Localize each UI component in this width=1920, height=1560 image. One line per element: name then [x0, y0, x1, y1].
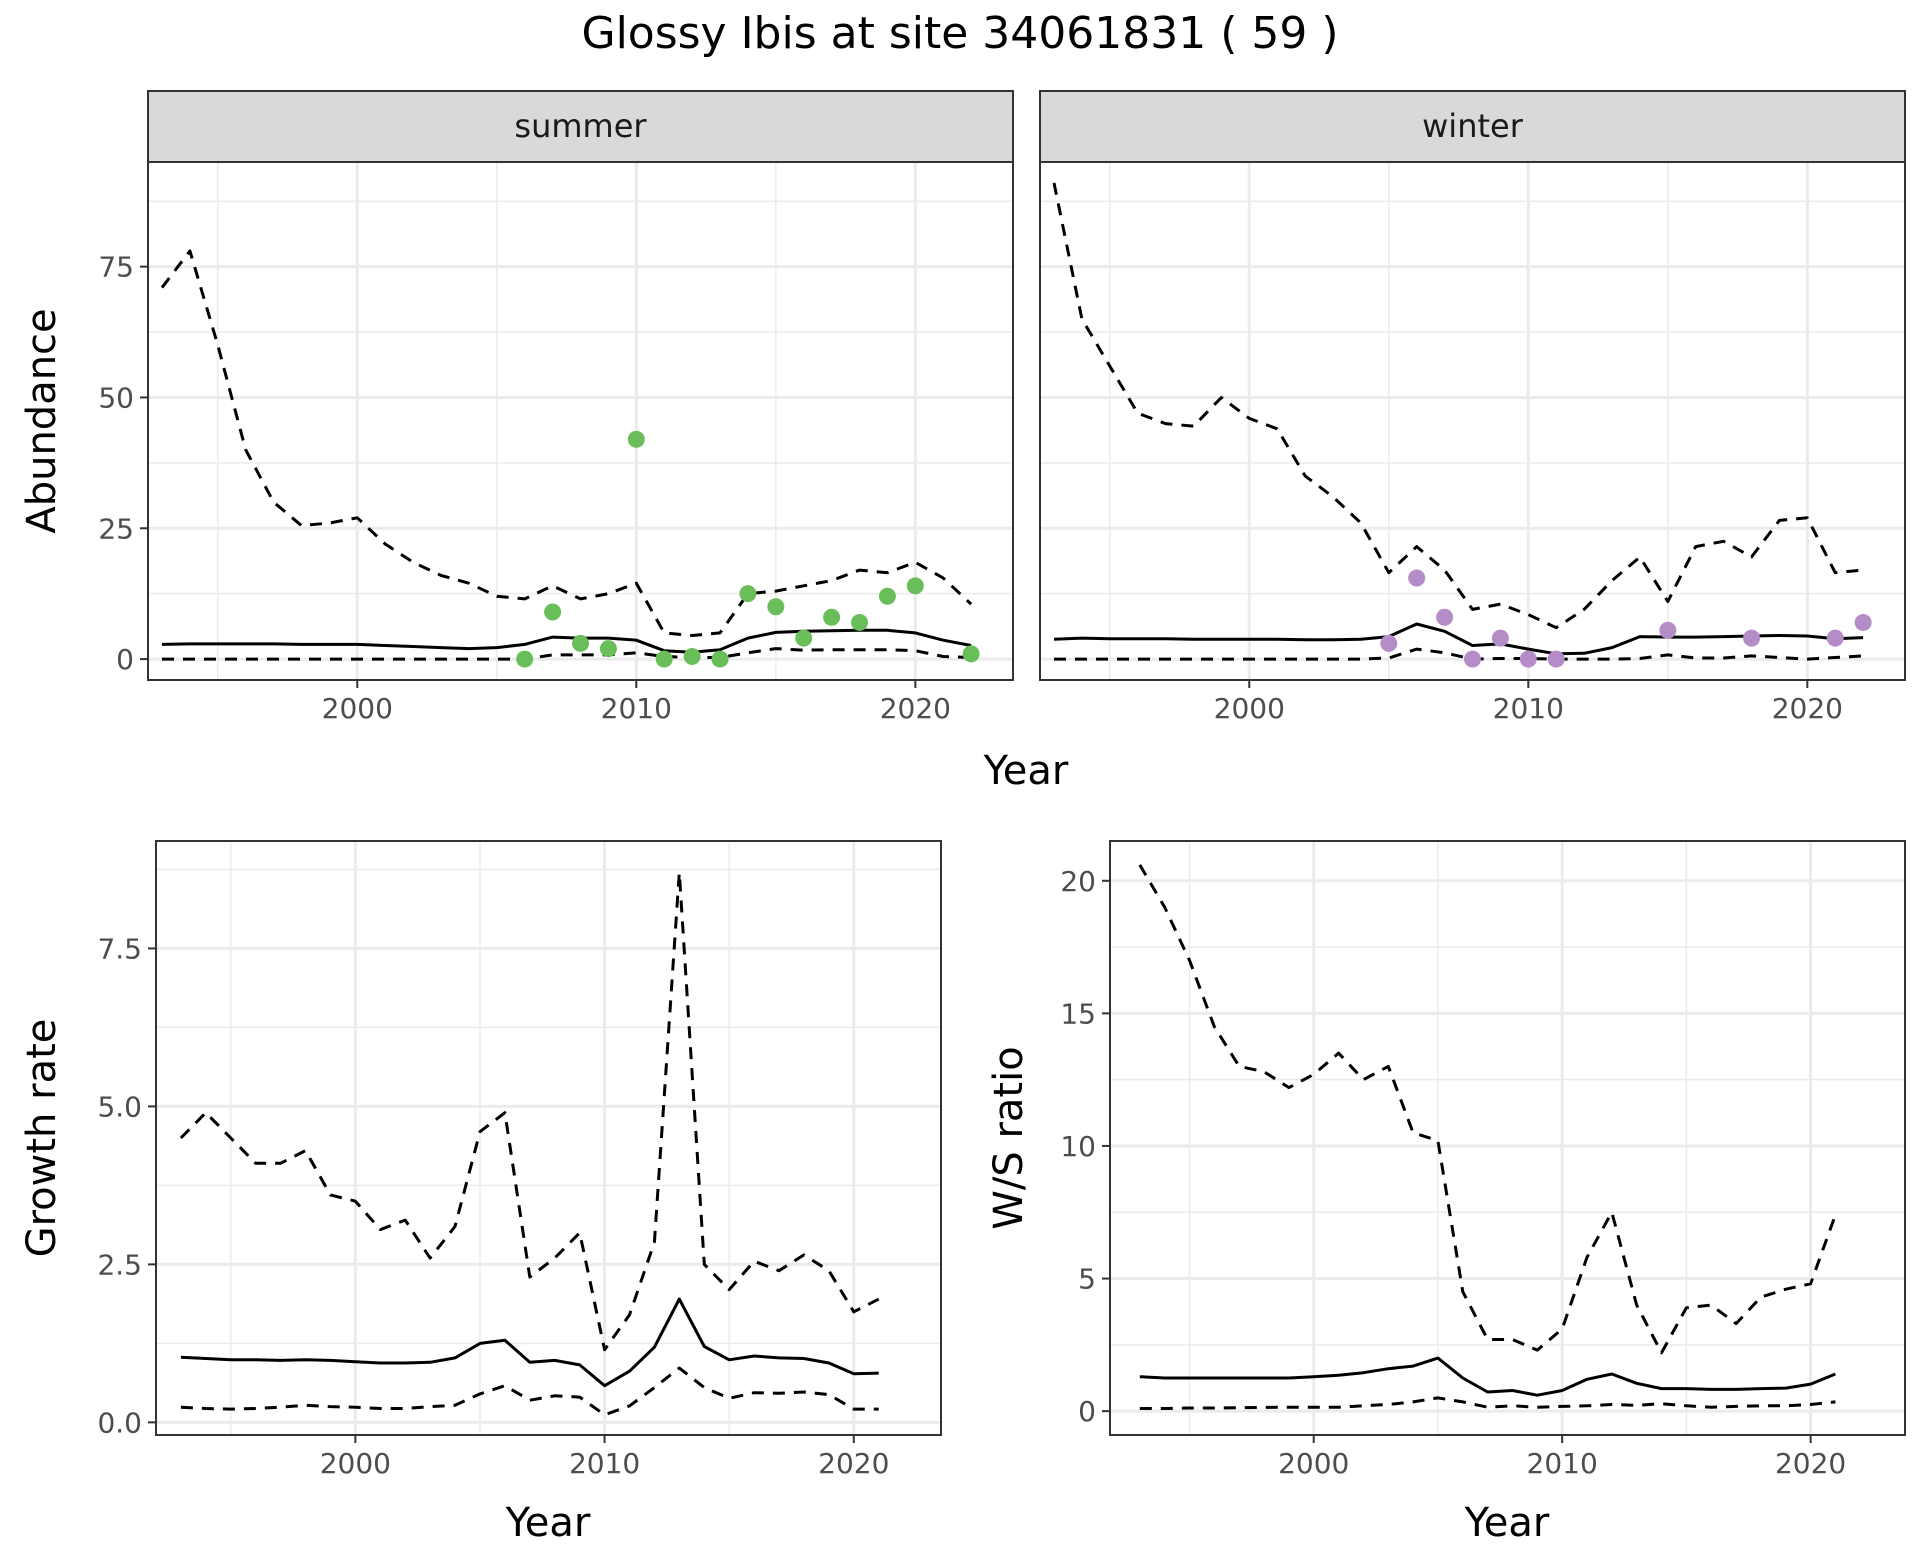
y-tick-label: 2.5: [97, 1248, 142, 1281]
observed-point: [1380, 634, 1398, 652]
x-tick-label: 2010: [569, 1447, 640, 1480]
winter-strip-label: winter: [1422, 107, 1524, 145]
ws-ratio-panel: 2000 2010 2020 0 5 10 15 20: [1060, 840, 1906, 1480]
observed-point: [516, 650, 534, 668]
panel-background: [1040, 162, 1905, 680]
x-tick-label: 2020: [1772, 692, 1843, 725]
growth-y-axis-title: Growth rate: [19, 1019, 65, 1258]
observed-point: [711, 650, 729, 668]
observed-point: [544, 603, 562, 621]
observed-point: [878, 587, 896, 605]
growth-rate-panel: 2000 2010 2020 0.0 2.5 5.0 7.5: [97, 840, 942, 1480]
y-tick-label: 0: [116, 643, 134, 676]
observed-point: [795, 629, 813, 647]
abundance-winter-panel: 2000 2010 2020: [1039, 161, 1906, 725]
y-tick-label: 7.5: [97, 932, 142, 965]
lower-bound-line: [180, 1366, 879, 1417]
observed-point: [962, 645, 980, 663]
observed-point: [1464, 650, 1481, 668]
y-tick-label: 20: [1060, 865, 1096, 898]
panel-border: [155, 840, 942, 1436]
upper-bound-line: [1052, 182, 1864, 630]
observed-point: [1519, 650, 1537, 668]
panel-background: [156, 841, 941, 1435]
x-tick-label: 2000: [320, 1447, 391, 1480]
upper-bound-line: [1138, 864, 1837, 1355]
mean-line: [1053, 622, 1864, 656]
y-tick-label: 25: [98, 512, 134, 545]
observed-point: [1854, 613, 1872, 631]
observed-point: [1547, 650, 1565, 668]
observed-point: [599, 640, 617, 658]
x-tick-label: 2010: [1527, 1447, 1598, 1480]
panel-background: [1110, 841, 1905, 1435]
observed-point: [1408, 569, 1426, 587]
y-tick-label: 5: [1078, 1263, 1096, 1296]
observed-point: [1436, 608, 1454, 626]
winter-strip: [1039, 90, 1906, 163]
figure-title: Glossy Ibis at site 34061831 ( 59 ): [581, 8, 1338, 59]
x-tick-label: 2000: [1278, 1447, 1349, 1480]
y-tick-label: 15: [1060, 997, 1096, 1030]
observed-point: [767, 598, 785, 616]
abundance-y-axis-title: Abundance: [19, 308, 65, 533]
x-tick-label: 2000: [322, 692, 393, 725]
upper-bound-line: [179, 871, 880, 1352]
upper-bound-line: [160, 249, 973, 637]
y-tick-label: 0: [1078, 1395, 1096, 1428]
x-tick-label: 2020: [818, 1447, 889, 1480]
observed-point: [572, 634, 589, 652]
observed-point: [851, 613, 869, 631]
summer-strip: [147, 90, 1014, 163]
observed-point: [739, 585, 757, 603]
observed-point: [823, 608, 841, 626]
observed-point: [683, 647, 701, 665]
x-tick-label: 2010: [1493, 692, 1564, 725]
mean-line: [161, 628, 972, 654]
mean-line: [180, 1297, 879, 1388]
observed-point: [1659, 621, 1677, 639]
lower-bound-line: [1054, 647, 1864, 661]
growth-x-axis-title: Year: [505, 1500, 591, 1546]
y-tick-label: 5.0: [97, 1090, 142, 1123]
summer-strip-label: summer: [514, 107, 647, 145]
abundance-summer-panel: 2000 2010 2020 0 25 50 75: [98, 161, 1014, 725]
observed-point: [906, 577, 924, 595]
x-tick-label: 2010: [601, 692, 672, 725]
x-tick-label: 2020: [1775, 1447, 1846, 1480]
ratio-y-axis-title: W/S ratio: [986, 1046, 1032, 1229]
y-tick-label: 50: [98, 381, 134, 414]
lower-bound-line: [162, 647, 972, 661]
y-tick-label: 0.0: [97, 1406, 142, 1439]
x-tick-label: 2000: [1214, 692, 1285, 725]
y-tick-label: 75: [98, 251, 134, 284]
observed-point: [627, 430, 645, 448]
lower-bound-line: [1139, 1396, 1836, 1410]
mean-line: [1139, 1356, 1836, 1397]
y-tick-label: 10: [1060, 1130, 1096, 1163]
panel-border: [1109, 840, 1906, 1436]
observed-point: [1491, 629, 1509, 647]
observed-point: [1743, 629, 1761, 647]
x-tick-label: 2020: [880, 692, 951, 725]
observed-point: [655, 650, 673, 668]
ratio-x-axis-title: Year: [1464, 1500, 1550, 1546]
observed-point: [1826, 629, 1844, 647]
abundance-x-axis-title: Year: [983, 748, 1069, 794]
